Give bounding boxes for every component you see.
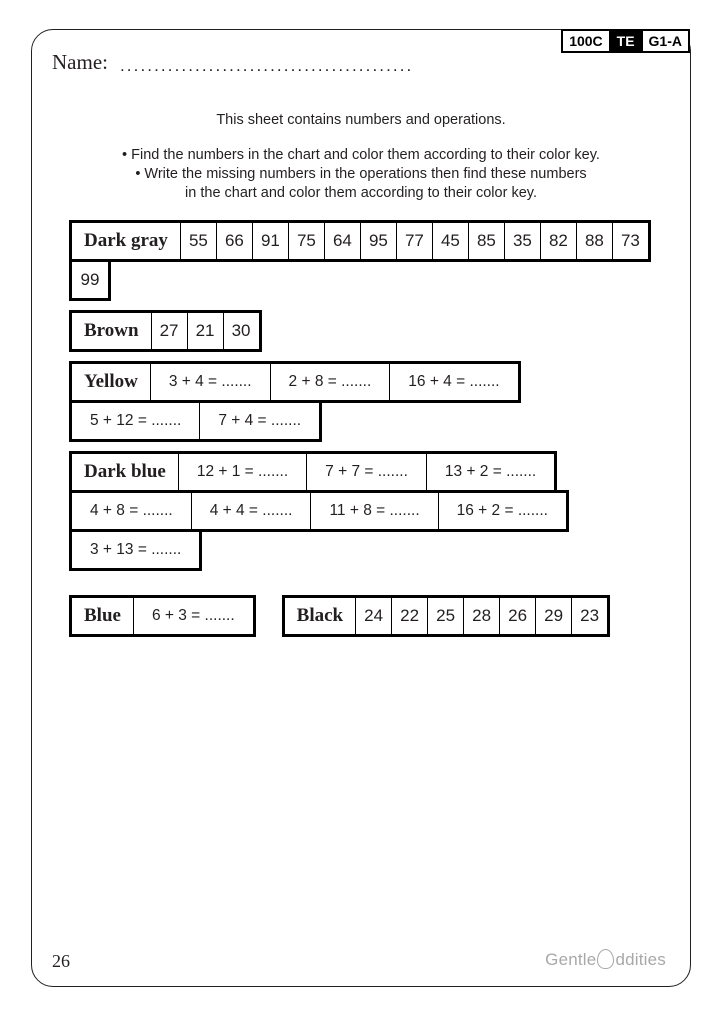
name-write-line[interactable]: ........................................… [119, 56, 414, 75]
number-cell: 22 [391, 598, 428, 634]
number-cell: 25 [427, 598, 464, 634]
operation-cell[interactable]: 4 + 4 = ....... [190, 493, 311, 529]
group-row: Black 24 22 25 28 26 29 23 [281, 595, 611, 637]
color-group-black: Black 24 22 25 28 26 29 23 [281, 595, 611, 637]
egg-icon [597, 949, 615, 969]
operation-cell[interactable]: 13 + 2 = ....... [425, 454, 555, 490]
color-key-label: Blue [72, 598, 133, 634]
operation-cell[interactable]: 3 + 4 = ....... [149, 364, 270, 400]
operation-cell[interactable]: 4 + 8 = ....... [72, 493, 191, 529]
header-badge-3: G1-A [640, 31, 688, 51]
number-cell: 27 [150, 313, 187, 349]
number-cell: 99 [72, 262, 108, 298]
instruction-line-1: • Find the numbers in the chart and colo… [122, 147, 600, 163]
brand-logo: Gentle ddities [545, 949, 666, 970]
number-cell: 85 [467, 223, 504, 259]
number-cell: 21 [186, 313, 223, 349]
operation-cell[interactable]: 7 + 7 = ....... [306, 454, 426, 490]
group-row: Dark gray 55 66 91 75 64 95 77 45 85 35 82 88 73 [69, 220, 651, 262]
name-label: Name: [52, 50, 108, 74]
number-cell: 75 [287, 223, 324, 259]
operation-cell[interactable]: 6 + 3 = ....... [132, 598, 253, 634]
page-number: 26 [52, 951, 70, 971]
operation-cell[interactable]: 2 + 8 = ....... [269, 364, 390, 400]
header-badge-group: 100C TE G1-A [561, 29, 690, 53]
header-badge-2: TE [608, 31, 641, 51]
group-row: Yellow 3 + 4 = ....... 2 + 8 = ....... 16 +… [69, 361, 521, 403]
color-key-label: Brown [72, 313, 151, 349]
number-cell: 88 [575, 223, 612, 259]
number-cell: 26 [499, 598, 536, 634]
color-group-pair-row: Blue 6 + 3 = ....... Black 24 22 25 28 26 29 23 [69, 595, 669, 646]
color-group-brown: Brown 27 21 30 [69, 310, 669, 352]
color-key-groups: Dark gray 55 66 91 75 64 95 77 45 85 35 82 88 73 99 Bro… [69, 220, 669, 646]
color-key-label: Black [284, 598, 356, 634]
instructions-intro: This sheet contains numbers and operatio… [216, 112, 506, 128]
name-field-row: Name: ..................................… [52, 50, 413, 75]
color-group-yellow: Yellow 3 + 4 = ....... 2 + 8 = ....... 16 +… [69, 361, 669, 442]
instruction-line-3: in the chart and color them according to… [185, 185, 537, 201]
number-cell: 28 [463, 598, 500, 634]
number-cell: 24 [355, 598, 392, 634]
operation-cell[interactable]: 16 + 4 = ....... [389, 364, 518, 400]
number-cell: 23 [571, 598, 608, 634]
group-row: Brown 27 21 30 [69, 310, 262, 352]
operation-cell[interactable]: 7 + 4 = ....... [199, 403, 320, 439]
number-cell: 29 [535, 598, 572, 634]
worksheet-page-frame: 100C TE G1-A Name: .......................… [31, 29, 691, 987]
number-cell: 77 [395, 223, 432, 259]
number-cell: 64 [323, 223, 360, 259]
instructions-bullets: • Find the numbers in the chart and colo… [32, 146, 690, 203]
group-row: 5 + 12 = ....... 7 + 4 = ....... [69, 400, 323, 442]
instructions-block: This sheet contains numbers and operatio… [32, 112, 690, 203]
brand-name-prefix: Gentle [545, 950, 597, 969]
number-cell: 66 [215, 223, 252, 259]
number-cell: 95 [359, 223, 396, 259]
group-row: Blue 6 + 3 = ....... [69, 595, 256, 637]
color-group-dark-blue: Dark blue 12 + 1 = ....... 7 + 7 = .......… [69, 451, 669, 571]
color-group-blue: Blue 6 + 3 = ....... [69, 595, 256, 637]
group-row: Dark blue 12 + 1 = ....... 7 + 7 = .......… [69, 451, 558, 493]
color-key-label: Yellow [72, 364, 150, 400]
color-key-label: Dark gray [72, 223, 180, 259]
group-row: 99 [69, 259, 111, 301]
number-cell: 30 [222, 313, 259, 349]
number-cell: 45 [431, 223, 468, 259]
number-cell: 55 [179, 223, 216, 259]
instruction-line-2: • Write the missing numbers in the opera… [135, 166, 587, 182]
number-cell: 35 [503, 223, 540, 259]
group-row: 3 + 13 = ....... [69, 529, 203, 571]
color-key-label: Dark blue [72, 454, 178, 490]
operation-cell[interactable]: 5 + 12 = ....... [72, 403, 200, 439]
brand-name-suffix: ddities [615, 950, 666, 969]
operation-cell[interactable]: 12 + 1 = ....... [177, 454, 307, 490]
number-cell: 91 [251, 223, 288, 259]
number-cell: 82 [539, 223, 576, 259]
group-row: 4 + 8 = ....... 4 + 4 = ....... 11 + 8 = .… [69, 490, 569, 532]
operation-cell[interactable]: 3 + 13 = ....... [72, 532, 200, 568]
header-badge-1: 100C [563, 31, 609, 51]
operation-cell[interactable]: 11 + 8 = ....... [310, 493, 438, 529]
operation-cell[interactable]: 16 + 2 = ....... [437, 493, 566, 529]
color-group-dark-gray: Dark gray 55 66 91 75 64 95 77 45 85 35 82 88 73 99 [69, 220, 669, 301]
number-cell: 73 [611, 223, 648, 259]
